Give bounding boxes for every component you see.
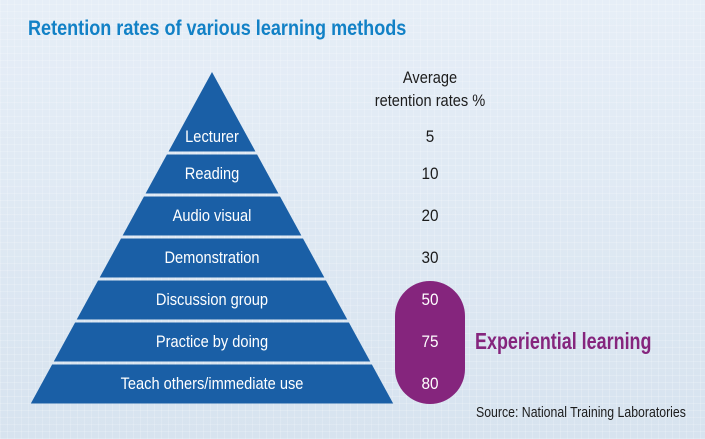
retention-rate-6: 75: [421, 332, 439, 351]
retention-rate-3: 20: [421, 206, 439, 225]
tier-label-5: Discussion group: [155, 290, 269, 309]
tier-label-7: Teach others/immediate use: [120, 374, 304, 393]
experiential-learning-label: Experiential learning: [475, 328, 652, 354]
experiential-highlight-capsule: [395, 281, 465, 404]
retention-rate-5: 50: [421, 290, 439, 309]
tier-label-4: Demonstration: [164, 248, 260, 267]
diagram-title: Retention rates of various learning meth…: [28, 17, 407, 40]
retention-rate-1: 5: [425, 127, 435, 146]
column-header-line2: retention rates %: [374, 91, 486, 110]
pyramid-tier-3: [122, 196, 302, 236]
retention-rate-2: 10: [421, 164, 439, 183]
pyramid-tier-5: [76, 280, 348, 320]
tier-label-6: Practice by doing: [155, 332, 269, 351]
tier-label-3: Audio visual: [172, 206, 252, 225]
tier-label-1: Lecturer: [185, 127, 239, 146]
column-header-line1: Average: [402, 68, 458, 87]
column-header: Average retention rates %: [353, 66, 508, 112]
tier-label-2: Reading: [184, 164, 240, 183]
pyramid-tier-6: [53, 322, 371, 362]
retention-rate-4: 30: [421, 248, 439, 267]
source-note: Source: National Training Laboratories: [476, 404, 686, 421]
pyramid-tier-4: [99, 238, 325, 278]
pyramid-tier-1: [168, 72, 256, 152]
retention-rate-7: 80: [421, 374, 439, 393]
pyramid-tier-7: [30, 364, 394, 404]
pyramid-tier-2: [145, 154, 279, 194]
